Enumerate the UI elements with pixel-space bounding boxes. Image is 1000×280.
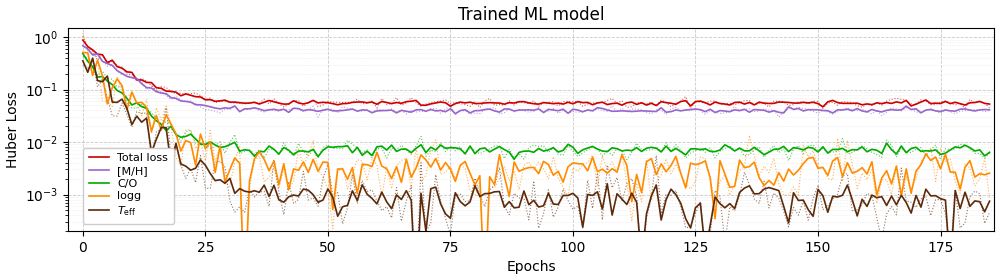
- $T_{\mathrm{eff}}$: [611, 192, 623, 195]
- Total loss: [984, 102, 996, 106]
- Total loss: [768, 102, 780, 105]
- C/O: [984, 151, 996, 154]
- [M/H]: [773, 111, 785, 114]
- logg: [773, 171, 785, 174]
- C/O: [645, 146, 657, 149]
- $T_{\mathrm{eff}}$: [219, 182, 231, 185]
- [M/H]: [513, 108, 525, 112]
- C/O: [214, 146, 226, 149]
- X-axis label: Epochs: Epochs: [506, 260, 556, 274]
- Total loss: [508, 101, 520, 105]
- [M/H]: [214, 107, 226, 111]
- Legend: Total loss, [M/H], C/O, logg, $T_{\mathrm{eff}}$: Total loss, [M/H], C/O, logg, $T_{\mathr…: [83, 148, 174, 223]
- logg: [606, 167, 618, 170]
- C/O: [915, 150, 927, 153]
- [M/H]: [77, 44, 89, 47]
- [M/H]: [449, 112, 461, 115]
- [M/H]: [606, 109, 618, 113]
- Total loss: [601, 103, 613, 106]
- C/O: [773, 148, 785, 151]
- $T_{\mathrm{eff}}$: [518, 189, 530, 193]
- logg: [984, 171, 996, 175]
- logg: [214, 144, 226, 148]
- Total loss: [915, 100, 927, 104]
- Line: logg: logg: [83, 52, 990, 280]
- C/O: [77, 52, 89, 55]
- Line: $T_{\mathrm{eff}}$: $T_{\mathrm{eff}}$: [83, 58, 990, 280]
- Total loss: [214, 99, 226, 102]
- $T_{\mathrm{eff}}$: [778, 205, 790, 208]
- Line: C/O: C/O: [83, 53, 990, 159]
- logg: [915, 163, 927, 167]
- $T_{\mathrm{eff}}$: [650, 183, 662, 187]
- C/O: [508, 158, 520, 161]
- C/O: [606, 146, 618, 150]
- Line: [M/H]: [M/H]: [83, 46, 990, 114]
- $T_{\mathrm{eff}}$: [87, 57, 99, 60]
- [M/H]: [984, 108, 996, 111]
- Y-axis label: Huber Loss: Huber Loss: [6, 91, 20, 168]
- $T_{\mathrm{eff}}$: [920, 188, 932, 191]
- Title: Trained ML model: Trained ML model: [458, 6, 605, 24]
- $T_{\mathrm{eff}}$: [984, 200, 996, 203]
- Total loss: [77, 38, 89, 42]
- logg: [77, 51, 89, 54]
- [M/H]: [645, 109, 657, 113]
- Total loss: [640, 103, 652, 107]
- Total loss: [817, 105, 829, 108]
- logg: [645, 157, 657, 160]
- Line: Total loss: Total loss: [83, 40, 990, 107]
- $T_{\mathrm{eff}}$: [77, 59, 89, 62]
- [M/H]: [915, 111, 927, 115]
- logg: [513, 170, 525, 173]
- C/O: [513, 151, 525, 154]
